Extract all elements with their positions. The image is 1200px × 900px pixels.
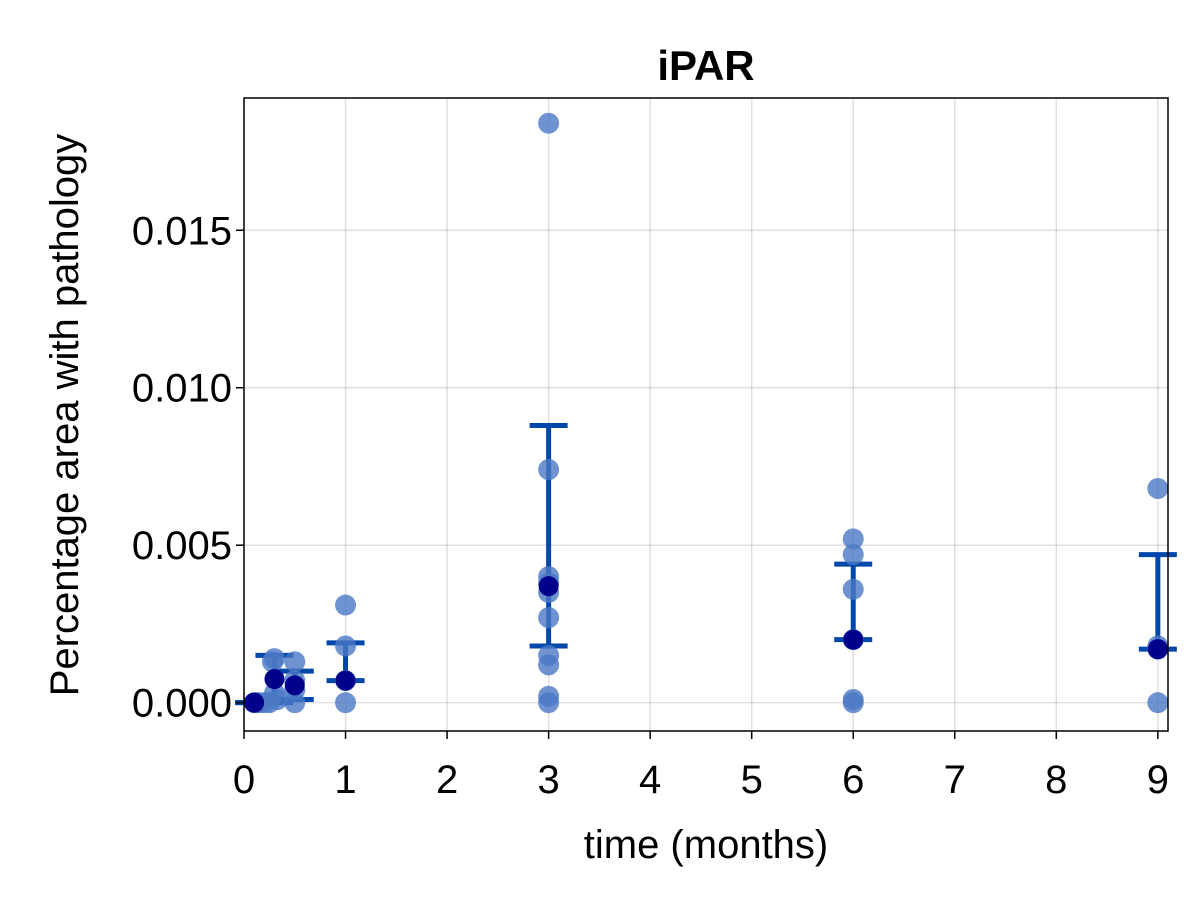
error-bar [834, 561, 873, 643]
data-point [538, 459, 560, 481]
x-tick-label: 7 [944, 758, 966, 802]
error-bars [235, 423, 1177, 706]
x-tick-label: 8 [1045, 758, 1067, 802]
data-point [335, 635, 357, 657]
x-tick-label: 0 [233, 758, 255, 802]
data-point [335, 692, 357, 714]
x-axis-ticks: 0 1 2 3 4 5 6 7 8 9 [233, 731, 1169, 802]
mean-point [284, 675, 305, 696]
data-point [842, 544, 864, 566]
mean-points [244, 576, 1168, 713]
mean-point [244, 692, 265, 713]
mean-point [538, 576, 559, 597]
chart-title: iPAR [657, 42, 754, 89]
x-tick-label: 5 [741, 758, 763, 802]
data-point [538, 692, 560, 714]
data-point [284, 692, 306, 714]
mean-point [1147, 639, 1168, 660]
data-point [538, 607, 560, 629]
data-point [284, 651, 306, 673]
y-tick-label: 0.000 [132, 682, 232, 726]
data-point [842, 528, 864, 550]
x-tick-label: 4 [639, 758, 661, 802]
grid [243, 98, 1168, 731]
data-point [1147, 478, 1169, 500]
y-axis-ticks: 0.000 0.005 0.010 0.015 [132, 209, 244, 726]
x-tick-label: 9 [1147, 758, 1169, 802]
data-point [263, 682, 285, 704]
y-tick-label: 0.015 [132, 209, 232, 253]
data-point [538, 112, 560, 134]
data-point [335, 594, 357, 616]
data-point [842, 578, 864, 600]
mean-point [335, 670, 356, 691]
x-axis-label: time (months) [584, 823, 829, 867]
mean-point [264, 669, 285, 690]
y-tick-label: 0.005 [132, 524, 232, 568]
y-tick-label: 0.010 [132, 367, 232, 411]
data-points [243, 112, 1169, 714]
data-point [538, 654, 560, 676]
x-tick-label: 6 [842, 758, 864, 802]
error-bar [1138, 552, 1177, 652]
x-tick-label: 1 [334, 758, 356, 802]
x-tick-label: 3 [537, 758, 559, 802]
data-point [1147, 692, 1169, 714]
plot-frame [243, 97, 1169, 732]
data-point [263, 648, 285, 670]
mean-point [843, 629, 864, 650]
x-tick-label: 2 [436, 758, 458, 802]
data-point [842, 692, 864, 714]
y-axis-label: Percentage area with pathology [43, 134, 87, 697]
